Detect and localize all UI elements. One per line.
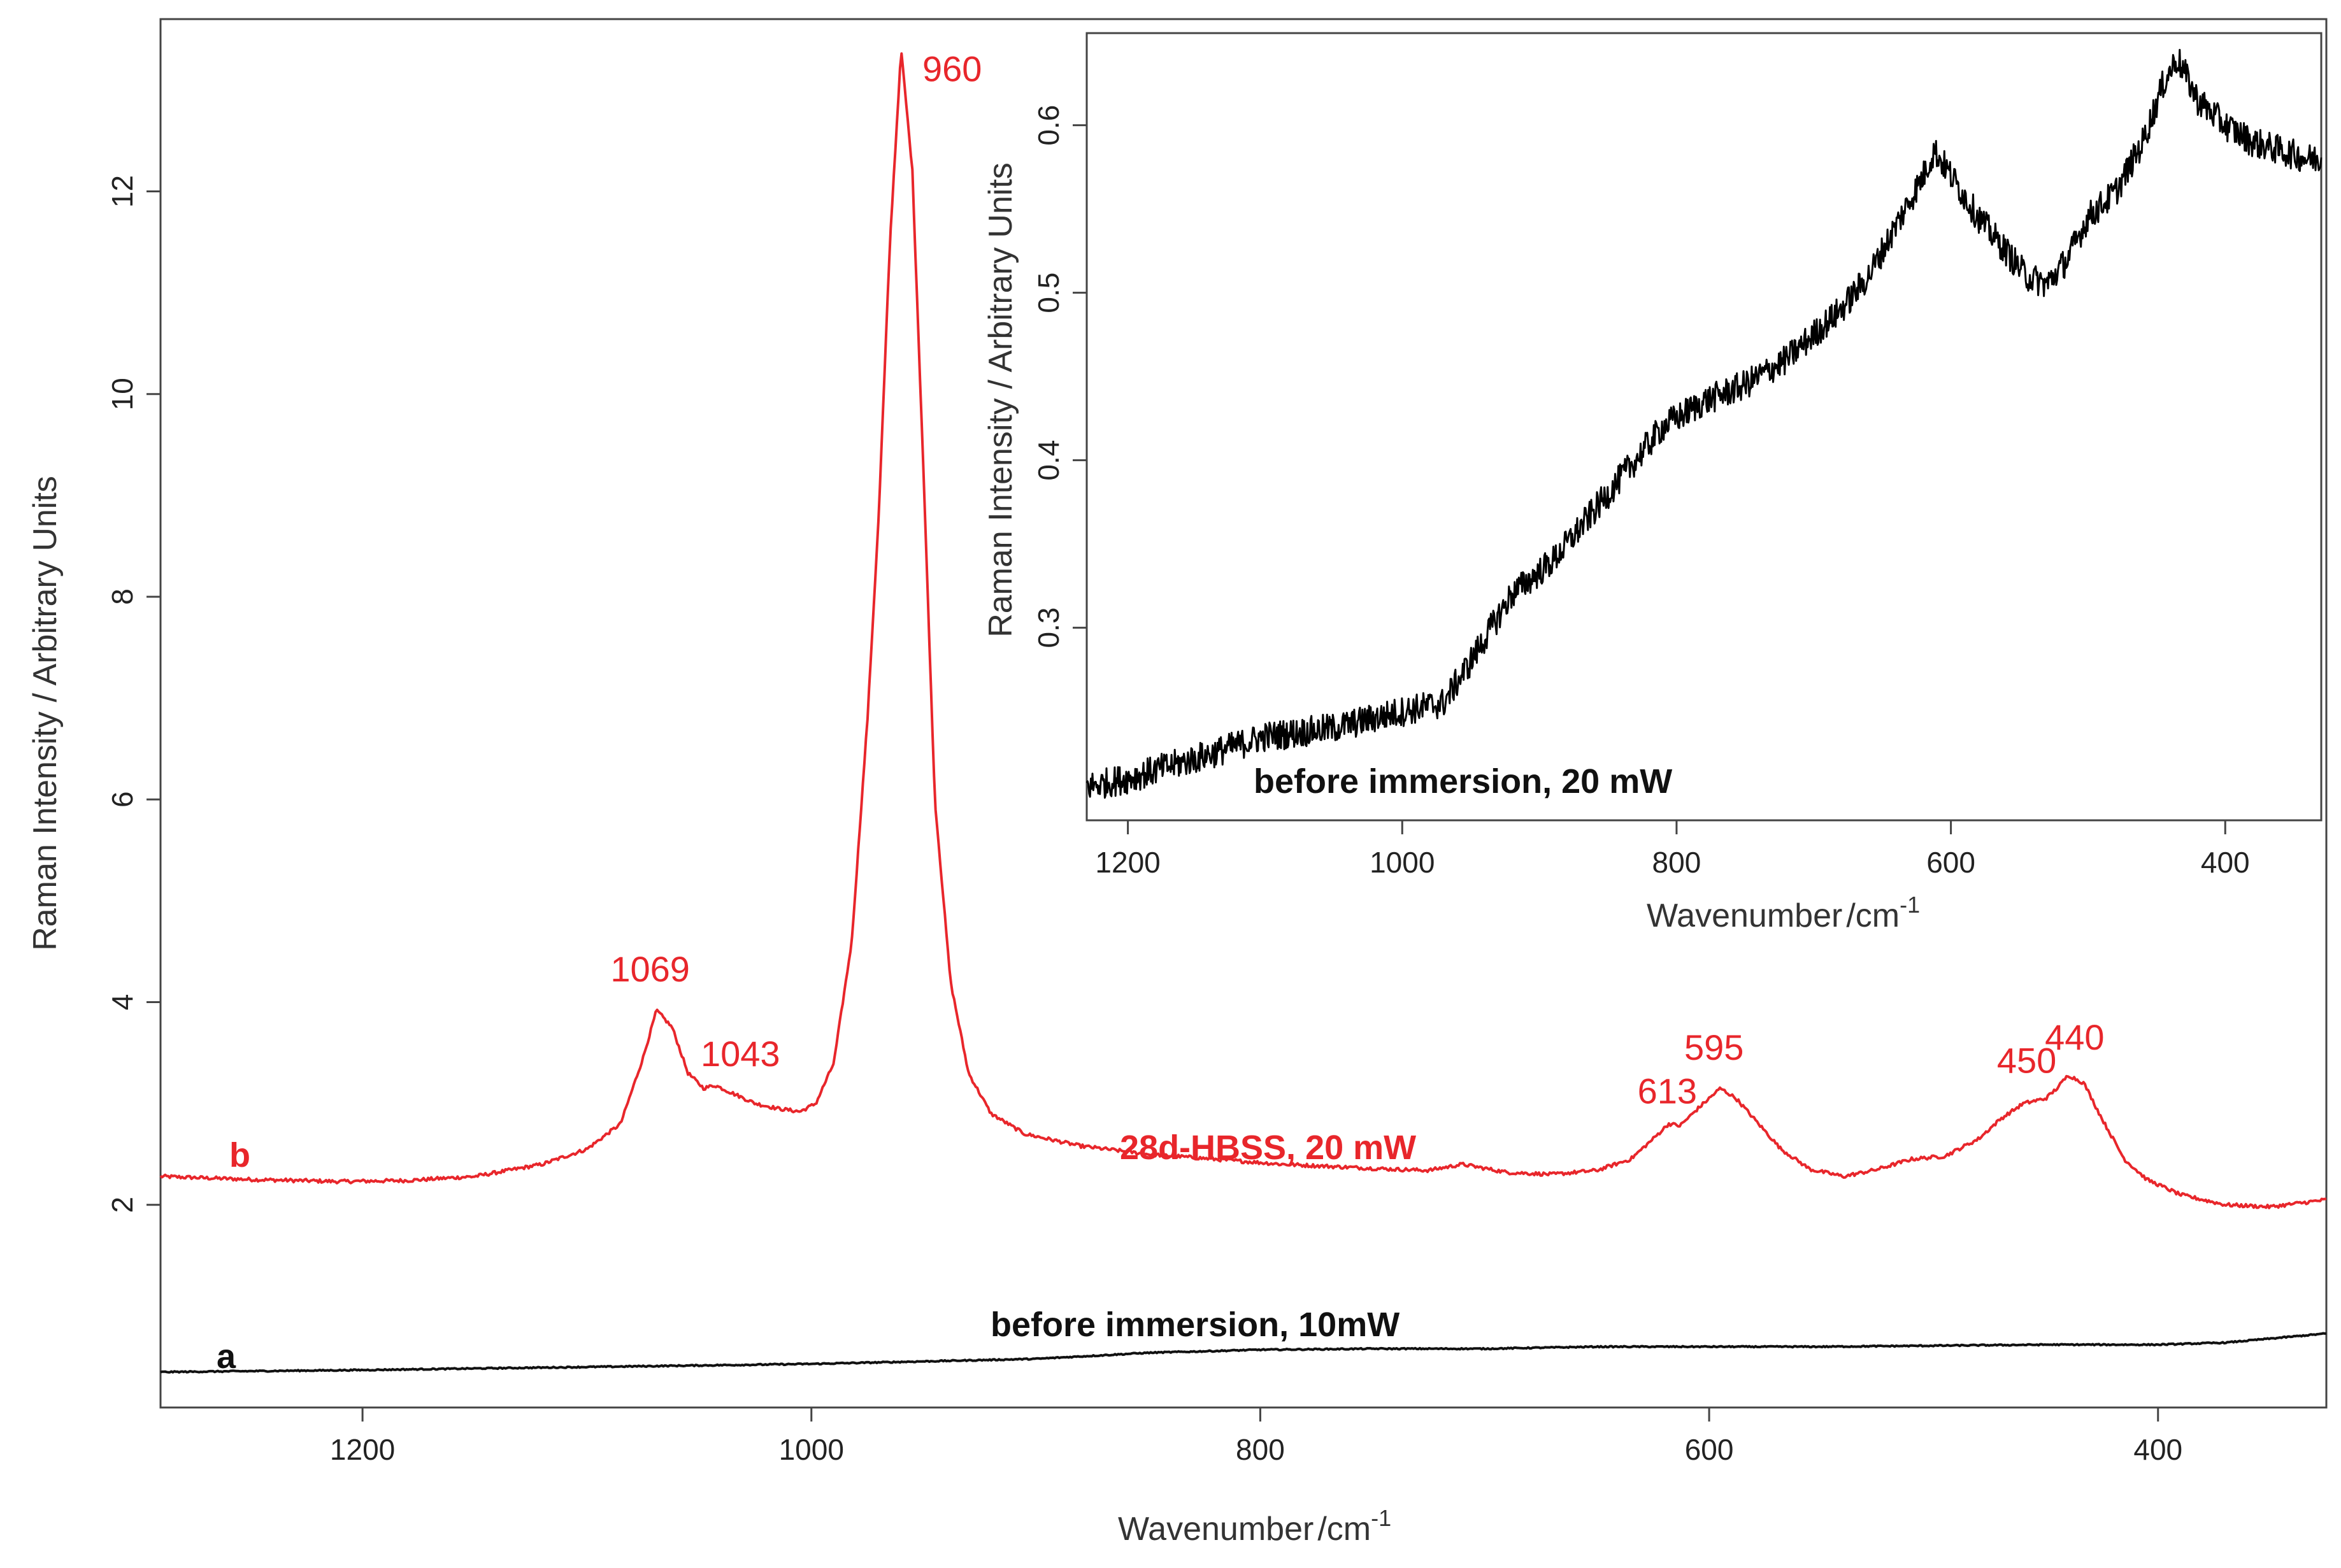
inset-y-tick-label: 0.4 (1032, 440, 1065, 481)
main-x-axis-title-word: Wavenumber (1118, 1511, 1314, 1548)
main-x-axis-ticks: 1200 1000 800 600 400 (330, 1408, 2182, 1466)
main-y-tick-label: 6 (106, 791, 139, 808)
inset-series-label: before immersion, 20 mW (1254, 762, 1672, 801)
inset-series-group (1085, 48, 2323, 799)
inset-x-tick-label: 800 (1652, 846, 1701, 879)
main-x-axis-unit-exp: -1 (1371, 1505, 1391, 1531)
inset-x-axis-title: Wavenumber/cm-1 (1647, 892, 1920, 934)
main-x-tick-label: 1000 (779, 1433, 844, 1466)
inset-x-tick-label: 1200 (1095, 846, 1160, 879)
inset-y-tick-label: 0.5 (1032, 273, 1065, 313)
main-y-axis-ticks: 2 4 6 8 10 12 (106, 175, 161, 1213)
inset-y-tick-label: 0.6 (1032, 105, 1065, 146)
main-peak-label: 440 (2045, 1017, 2104, 1057)
inset-background (1087, 33, 2321, 820)
main-x-axis-title: Wavenumber/cm-1 (1118, 1505, 1391, 1548)
inset-x-axis-unit-exp: -1 (1900, 892, 1920, 918)
main-peak-label: 450 (1997, 1041, 2056, 1081)
main-y-tick-label: 2 (106, 1197, 139, 1213)
inset-plot: 1200 1000 800 600 400 0.3 0.4 0.5 0.6 Wavenumbe… (982, 32, 2323, 934)
main-y-tick-label: 8 (106, 588, 139, 605)
main-x-axis-unit: cm (1327, 1511, 1371, 1548)
main-x-tick-label: 600 (1685, 1433, 1734, 1466)
main-x-tick-label: 400 (2133, 1433, 2182, 1466)
inset-x-tick-label: 1000 (1370, 846, 1435, 879)
inset-plot-frame (1085, 32, 2323, 822)
inset-x-axis-unit: cm (1856, 897, 1900, 934)
inset-y-axis-ticks: 0.3 0.4 0.5 0.6 (1032, 105, 1087, 648)
main-y-tick-label: 10 (106, 378, 139, 410)
main-series-line-2 (160, 1332, 2326, 1374)
inset-x-tick-label: 400 (2201, 846, 2250, 879)
main-y-axis-title: Raman Intensity / Arbitrary Units (27, 476, 64, 951)
inset-x-axis-ticks: 1200 1000 800 600 400 (1095, 820, 2250, 879)
inset-x-axis-title-word: Wavenumber (1647, 897, 1842, 934)
inset-series-line-1 (1085, 48, 2323, 799)
main-peak-label: 1043 (701, 1034, 780, 1074)
main-series-line-1 (159, 52, 2327, 1209)
main-peak-label: 1069 (610, 949, 690, 989)
main-x-tick-label: 800 (1236, 1433, 1285, 1466)
main-series-group (159, 52, 2327, 1374)
series-a-label: before immersion, 10mW (991, 1306, 1400, 1344)
inset-y-tick-label: 0.3 (1032, 608, 1065, 648)
main-plot: 1200 1000 800 600 400 2 4 6 8 10 12 960 1069 1043 61… (27, 18, 2328, 1548)
inset-x-tick-label: 600 (1926, 846, 1975, 879)
main-peak-label: 960 (922, 49, 982, 89)
series-b-letter: b (229, 1136, 250, 1174)
main-x-tick-label: 1200 (330, 1433, 395, 1466)
inset-y-axis-title: Raman Intensity / Arbitrary Units (982, 162, 1019, 638)
main-y-tick-label: 4 (106, 994, 139, 1011)
series-a-letter: a (217, 1337, 236, 1376)
series-b-label: 28d-HBSS, 20 mW (1120, 1129, 1416, 1167)
main-plot-frame (159, 18, 2328, 1409)
main-y-tick-label: 12 (106, 175, 139, 208)
main-peak-label: 595 (1684, 1027, 1743, 1067)
main-peak-label: 613 (1638, 1071, 1697, 1111)
